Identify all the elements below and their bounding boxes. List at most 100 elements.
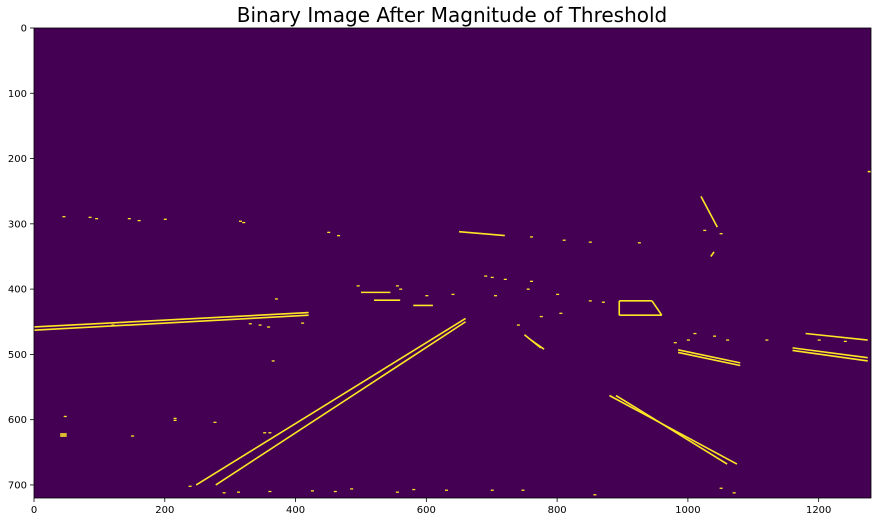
edge-pixel bbox=[131, 435, 135, 437]
y-tick-label: 200 bbox=[8, 154, 27, 165]
edge-pixel bbox=[188, 485, 192, 487]
left-lane-line-inner bbox=[215, 321, 467, 486]
edge-pixel bbox=[703, 229, 707, 232]
mid-horizon-stripe bbox=[458, 230, 505, 237]
edge-pixel bbox=[484, 275, 488, 277]
y-tick-label: 600 bbox=[8, 415, 27, 426]
edge-pixel bbox=[526, 288, 530, 290]
edge-pixel bbox=[268, 432, 272, 434]
edge-pixel bbox=[248, 323, 252, 325]
edge-pixel bbox=[601, 301, 605, 303]
edge-pixel bbox=[529, 236, 533, 238]
edge-pixel bbox=[673, 342, 677, 344]
y-tick-label: 400 bbox=[8, 285, 27, 296]
edge-pixel bbox=[843, 340, 847, 343]
car-outline-right bbox=[651, 300, 663, 316]
axes-frame bbox=[33, 27, 872, 499]
edge-pixel bbox=[258, 324, 262, 326]
edge-pixel bbox=[238, 220, 242, 222]
x-tick-label: 200 bbox=[155, 505, 174, 516]
right-stripe-c bbox=[805, 332, 868, 341]
x-tick-label: 1000 bbox=[675, 505, 700, 516]
edge-pixel bbox=[719, 487, 723, 489]
chart-title: Binary Image After Magnitude of Threshol… bbox=[237, 3, 668, 27]
edge-pixel bbox=[301, 322, 305, 324]
edge-pixel bbox=[451, 293, 455, 296]
edge-pixel bbox=[327, 231, 331, 234]
edge-pixel bbox=[63, 415, 67, 418]
edge-pixel bbox=[333, 490, 337, 493]
edge-pixel bbox=[593, 494, 597, 496]
edge-pixel bbox=[163, 218, 167, 220]
y-tick-label: 100 bbox=[8, 89, 27, 100]
edge-pixel bbox=[263, 432, 267, 434]
edge-pixel bbox=[310, 490, 314, 492]
edge-pixel bbox=[213, 421, 217, 423]
right-stripe-a-top bbox=[677, 349, 741, 364]
edge-pixel bbox=[237, 491, 241, 493]
right-lane-line-inner bbox=[615, 394, 728, 465]
edge-pixel bbox=[274, 298, 278, 300]
edge-pixel bbox=[765, 339, 769, 341]
edge-pixel bbox=[559, 312, 563, 314]
edge-pixel bbox=[817, 339, 821, 341]
edge-pixel bbox=[222, 492, 226, 494]
edge-pixel bbox=[516, 324, 520, 326]
edge-pixel bbox=[713, 335, 717, 337]
edge-pixel bbox=[425, 295, 429, 297]
edge-pixel bbox=[490, 489, 494, 491]
image-content bbox=[33, 170, 871, 496]
right-lane-line-outer bbox=[609, 394, 738, 465]
edge-pixel bbox=[444, 489, 448, 491]
edge-pixel bbox=[267, 326, 271, 328]
edge-pixel bbox=[268, 490, 272, 493]
edge-pixel bbox=[356, 285, 360, 287]
edge-pixel bbox=[62, 216, 66, 218]
edge-pixel bbox=[686, 339, 690, 341]
edge-pixel bbox=[562, 239, 566, 241]
edge-pixel bbox=[732, 492, 736, 494]
x-tick-label: 600 bbox=[417, 505, 436, 516]
image-background bbox=[34, 28, 871, 498]
edge-pixel bbox=[539, 315, 543, 318]
edge-pixel bbox=[137, 219, 141, 222]
x-tick-label: 1200 bbox=[806, 505, 831, 516]
edge-pixel bbox=[399, 288, 403, 290]
left-horizon-stripe-bottom bbox=[33, 314, 309, 332]
edge-pixel bbox=[173, 419, 177, 422]
edge-pixel bbox=[719, 233, 723, 235]
left-horizon-stripe-top bbox=[33, 311, 309, 328]
right-stripe-a-bottom bbox=[677, 351, 741, 367]
edge-pixel bbox=[271, 360, 275, 362]
edge-pixel bbox=[173, 417, 177, 420]
edge-pixel bbox=[529, 280, 533, 282]
edge-pixel bbox=[111, 324, 115, 326]
y-tick-label: 700 bbox=[8, 480, 27, 491]
edge-pixel bbox=[127, 218, 131, 220]
y-axis: 0 100 200 300 400 500 600 700 bbox=[8, 24, 34, 491]
edge-pixel bbox=[726, 339, 730, 341]
x-tick-label: 800 bbox=[548, 505, 567, 516]
y-tick-label: 300 bbox=[8, 219, 27, 230]
road-edge-a bbox=[710, 251, 715, 257]
edge-pixel bbox=[693, 332, 697, 335]
edge-pixel bbox=[395, 491, 399, 493]
edge-pixel bbox=[337, 234, 341, 237]
edge-pixel bbox=[521, 489, 525, 491]
edge-pixel bbox=[412, 488, 416, 491]
x-tick-label: 400 bbox=[286, 505, 305, 516]
edge-pixel bbox=[588, 300, 592, 302]
edge-pixel bbox=[350, 488, 354, 490]
x-axis: 0 200 400 600 800 1000 1200 bbox=[31, 498, 831, 516]
upper-right-curve bbox=[700, 196, 719, 228]
left-lane-line-outer bbox=[195, 317, 466, 486]
y-tick-label: 0 bbox=[21, 24, 27, 35]
edge-pixel bbox=[242, 221, 246, 224]
edge-pixel bbox=[556, 293, 560, 296]
edge-pixel bbox=[588, 241, 592, 243]
y-tick-label: 500 bbox=[8, 350, 27, 361]
edge-pixel bbox=[637, 242, 641, 244]
center-car-left-2 bbox=[530, 339, 545, 350]
edge-pixel bbox=[395, 285, 399, 287]
